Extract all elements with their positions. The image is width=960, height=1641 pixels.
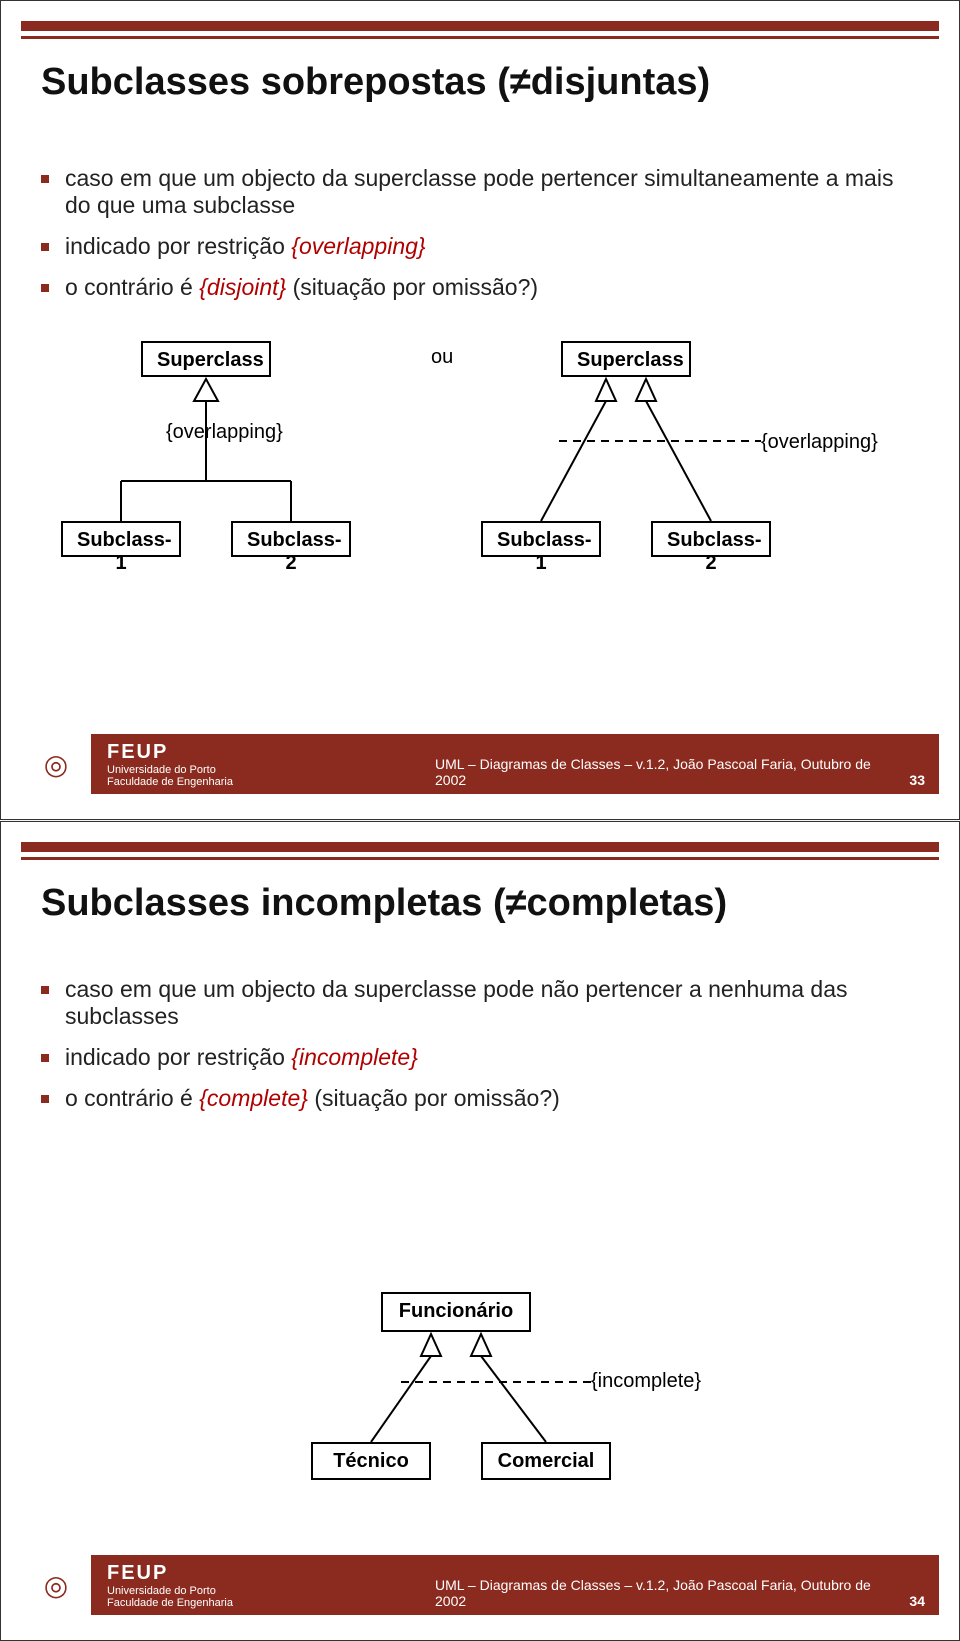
class-box-subclass: Comercial [481,1442,611,1480]
top-accent-bar [21,21,939,39]
bullet-marker [41,1095,49,1103]
class-box-superclass: Superclass [141,341,271,377]
bullet-list: caso em que um objecto da superclasse po… [41,962,919,1126]
bullet-item: caso em que um objecto da superclasse po… [41,976,919,1030]
bullet-text-pre: indicado por restrição [65,1044,291,1070]
bullet-red-term: {complete} [199,1085,308,1111]
bullet-text: caso em que um objecto da superclasse po… [65,165,919,219]
class-box-subclass: Subclass-2 [231,521,351,557]
ou-label: ou [431,346,453,369]
footer-uni-line2: Faculdade de Engenharia [107,1597,405,1609]
class-box-subclass: Subclass-1 [61,521,181,557]
bullet-marker [41,243,49,251]
bullet-text: indicado por restrição {incomplete} [65,1044,418,1071]
class-box-superclass: Superclass [561,341,691,377]
slide-title: Subclasses sobrepostas (≠disjuntas) [41,61,919,104]
feup-logo-icon: ◎ [21,1555,91,1615]
bullet-list: caso em que um objecto da superclasse po… [41,151,919,315]
slide-footer: ◎ FEUP Universidade do Porto Faculdade d… [21,734,939,794]
bullet-text-pre: o contrário é [65,1085,199,1111]
bullet-red-term: {overlapping} [291,233,425,259]
footer-credit-bar: UML – Diagramas de Classes – v.1.2, João… [421,1555,939,1615]
bullet-text: o contrário é {complete} (situação por o… [65,1085,560,1112]
footer-uni-line1: Universidade do Porto [107,764,405,776]
constraint-label: {overlapping} [761,431,878,454]
bullet-red-term: {incomplete} [291,1044,418,1070]
diagram-lines [61,341,901,601]
bullet-text-post: (situação por omissão?) [293,274,538,300]
bullet-item: o contrário é {complete} (situação por o… [41,1085,919,1112]
bullet-item: o contrário é {disjoint} (situação por o… [41,274,919,301]
footer-credit-bar: UML – Diagramas de Classes – v.1.2, João… [421,734,939,794]
bullet-text: caso em que um objecto da superclasse po… [65,976,919,1030]
bullet-text: indicado por restrição {overlapping} [65,233,426,260]
feup-wordmark: FEUP [107,1562,405,1585]
slide-footer: ◎ FEUP Universidade do Porto Faculdade d… [21,1555,939,1615]
bullet-marker [41,1054,49,1062]
class-box-superclass: Funcionário [381,1292,531,1332]
uml-diagram: Superclass {overlapping} Subclass-1 Subc… [61,341,899,621]
constraint-label: {overlapping} [166,421,283,444]
bullet-text: o contrário é {disjoint} (situação por o… [65,274,538,301]
constraint-label: {incomplete} [591,1370,701,1393]
footer-credit: UML – Diagramas de Classes – v.1.2, João… [435,1577,879,1609]
top-accent-bar [21,842,939,860]
bullet-marker [41,284,49,292]
slide-33: Subclasses sobrepostas (≠disjuntas) caso… [0,0,960,820]
class-box-subclass: Técnico [311,1442,431,1480]
footer-uni-line1: Universidade do Porto [107,1585,405,1597]
footer-university: FEUP Universidade do Porto Faculdade de … [91,1555,421,1615]
footer-uni-line2: Faculdade de Engenharia [107,776,405,788]
bullet-text-post: (situação por omissão?) [314,1085,559,1111]
bullet-text-pre: o contrário é [65,274,199,300]
feup-wordmark: FEUP [107,741,405,764]
uml-diagram: Funcionário Técnico Comercial {incomplet… [251,1292,711,1522]
feup-logo-icon: ◎ [21,734,91,794]
page-number: 34 [909,1593,925,1609]
bullet-item: caso em que um objecto da superclasse po… [41,165,919,219]
bullet-marker [41,175,49,183]
bullet-item: indicado por restrição {incomplete} [41,1044,919,1071]
footer-credit: UML – Diagramas de Classes – v.1.2, João… [435,756,879,788]
class-box-subclass: Subclass-2 [651,521,771,557]
slide-title: Subclasses incompletas (≠completas) [41,882,919,925]
footer-university: FEUP Universidade do Porto Faculdade de … [91,734,421,794]
bullet-red-term: {disjoint} [199,274,286,300]
page-number: 33 [909,772,925,788]
class-box-subclass: Subclass-1 [481,521,601,557]
bullet-item: indicado por restrição {overlapping} [41,233,919,260]
slide-34: Subclasses incompletas (≠completas) caso… [0,821,960,1641]
bullet-marker [41,986,49,994]
bullet-text-pre: indicado por restrição [65,233,291,259]
